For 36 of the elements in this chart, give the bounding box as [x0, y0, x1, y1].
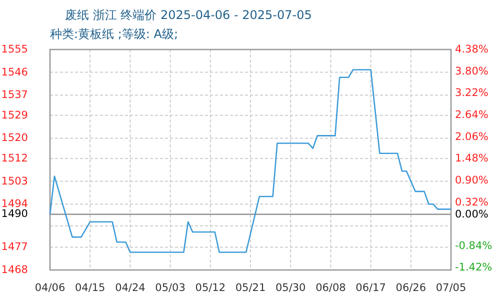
x-tick-label: 06/26: [396, 282, 426, 294]
x-tick-label: 05/30: [275, 282, 306, 294]
y-tick-label: 1555: [1, 44, 28, 56]
y-tick-label: 1477: [1, 241, 28, 254]
x-tick-label: 05/03: [155, 282, 186, 294]
chart-title: 废纸 浙江 终端价 2025-04-06 - 2025-07-05: [65, 8, 312, 22]
x-tick-label: 05/21: [235, 282, 266, 294]
y-tick-label: 1512: [1, 152, 28, 164]
y2-tick-label: 3.22%: [455, 87, 488, 100]
y2-tick-label: 2.06%: [455, 130, 488, 143]
y2-tick-label: -1.42%: [455, 262, 492, 274]
y2-tick-label: 4.38%: [455, 44, 488, 56]
y2-tick-label: 3.80%: [455, 65, 488, 78]
chart-subtitle: 种类:黄板纸 ;等级: A级;: [50, 27, 178, 41]
y2-tick-label: -0.84%: [455, 240, 492, 252]
y2-tick-label: 0.90%: [455, 174, 488, 186]
y-tick-label: 1503: [1, 175, 28, 188]
y2-tick-label: 2.64%: [455, 108, 488, 121]
x-tick-label: 04/15: [74, 282, 106, 294]
y-tick-label: 1468: [1, 264, 28, 276]
x-tick-label: 04/06: [34, 282, 66, 294]
y-tick-label: 1494: [1, 198, 28, 210]
x-tick-label: 07/05: [436, 282, 466, 294]
x-tick-label: 06/08: [316, 282, 346, 294]
x-tick-label: 06/17: [356, 282, 386, 294]
y-tick-label: 1520: [1, 132, 28, 144]
x-tick-label: 04/24: [115, 282, 146, 294]
y-tick-label: 1537: [1, 89, 28, 102]
y2-tick-label: 0.32%: [455, 196, 488, 208]
y-tick-label: 1546: [1, 66, 28, 78]
y-tick-label: 1529: [1, 109, 28, 122]
ref-line-label: 0.00%: [455, 208, 488, 220]
x-tick-label: 05/12: [195, 282, 226, 294]
y2-tick-label: 1.48%: [455, 152, 488, 165]
line-series: [49, 69, 452, 253]
y-tick-label: 1490: [1, 208, 28, 220]
